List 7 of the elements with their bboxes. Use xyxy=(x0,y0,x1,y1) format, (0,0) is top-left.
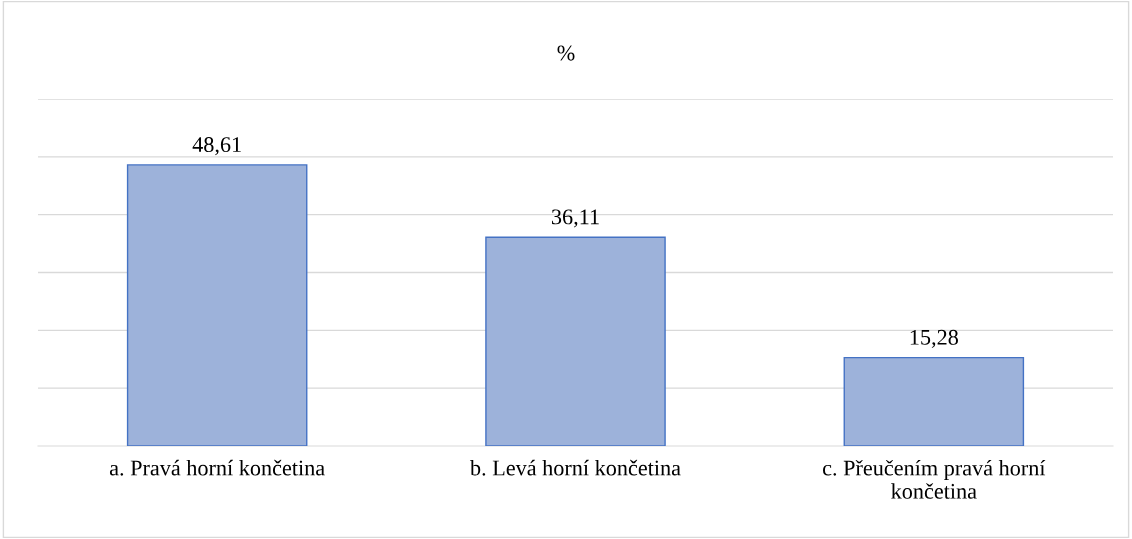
x-tick-label: b. Levá horní končetina xyxy=(469,459,681,476)
chart-title: % xyxy=(557,45,575,61)
data-label: 48,61 xyxy=(192,137,241,156)
data-label: 36,11 xyxy=(551,209,599,228)
data-label: 15,28 xyxy=(910,329,958,348)
x-tick-label: a. Pravá horní končetina xyxy=(109,459,325,476)
x-tick-label: c. Přeučením pravá horní končetina xyxy=(822,459,1046,499)
